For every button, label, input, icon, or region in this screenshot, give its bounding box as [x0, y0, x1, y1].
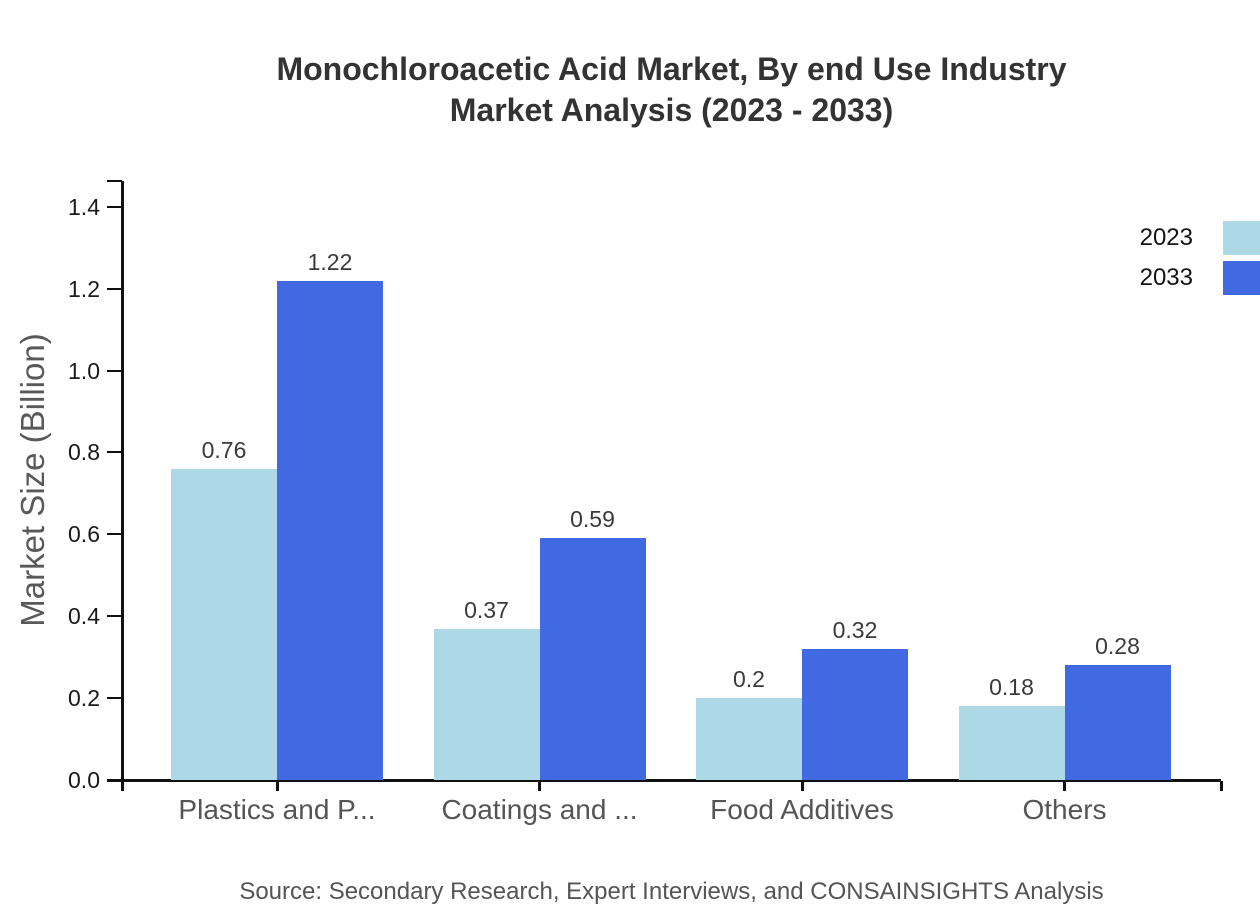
chart-title-line2: Market Analysis (2023 - 2033)	[449, 92, 894, 128]
y-tick-label: 1.0	[68, 357, 100, 384]
bar-value-label: 0.18	[989, 674, 1034, 701]
bar-value-label: 0.28	[1095, 633, 1140, 660]
y-tick	[107, 287, 122, 290]
bar-2033-3	[802, 648, 908, 780]
y-tick	[107, 205, 122, 208]
y-tick-label: 0.0	[68, 767, 100, 793]
y-axis-line	[120, 181, 124, 791]
y-tick	[107, 615, 122, 618]
legend-item-2023: 2023	[1140, 221, 1260, 255]
plot-area: 0.0 0.2 0.4 0.6 0.8 1.0 1.2 1.4 Plastics and P..…	[68, 180, 1223, 825]
bar-2023-4	[958, 706, 1065, 780]
y-tick	[107, 451, 122, 454]
x-axis-line	[107, 778, 1221, 782]
y-tick-label: 1.4	[68, 193, 100, 220]
y-tick	[107, 779, 122, 781]
bar-2023-2	[433, 628, 540, 780]
legend: 2023 2033	[1140, 221, 1260, 301]
x-tick	[275, 781, 279, 791]
x-category-label: Food Additives	[710, 794, 894, 825]
x-category-label: Plastics and P...	[178, 794, 376, 825]
legend-item-2033: 2033	[1140, 261, 1260, 295]
bar-value-label: 0.59	[570, 506, 615, 533]
bar-2023-3	[696, 698, 802, 780]
legend-label: 2033	[1139, 264, 1193, 291]
bar-value-label: 0.32	[832, 616, 878, 643]
y-tick	[107, 369, 122, 372]
bar-value-label: 1.22	[307, 248, 353, 275]
y-tick-label: 0.8	[68, 439, 100, 466]
x-axis-right-cap	[1219, 781, 1223, 791]
source-note: Source: Secondary Research, Expert Inter…	[239, 878, 1104, 905]
bar-value-label: 0.76	[201, 436, 247, 463]
y-tick	[107, 697, 122, 700]
legend-swatch	[1223, 221, 1260, 255]
y-tick	[107, 533, 122, 536]
x-tick	[1063, 781, 1066, 791]
legend-label: 2023	[1139, 224, 1193, 251]
y-tick-label: 1.2	[68, 275, 100, 302]
x-category-label: Others	[1022, 794, 1107, 825]
x-category-label: Coatings and ...	[441, 794, 638, 825]
x-tick	[538, 781, 541, 791]
y-tick-label: 0.6	[68, 521, 100, 548]
bar-2033-2	[539, 538, 646, 780]
x-tick	[800, 781, 804, 791]
bar-2033-1	[277, 280, 383, 780]
bar-2023-1	[171, 468, 277, 780]
legend-swatch	[1223, 261, 1260, 295]
y-axis-top-cap	[107, 180, 122, 182]
y-tick-label: 0.2	[68, 685, 100, 712]
bar-2033-4	[1064, 665, 1171, 780]
y-tick-label: 0.4	[68, 603, 100, 630]
bar-value-label: 0.37	[464, 596, 509, 623]
chart-title-line1: Monochloroacetic Acid Market, By end Use…	[276, 51, 1067, 87]
chart-title: Monochloroacetic Acid Market, By end Use…	[122, 49, 1221, 131]
bar-value-label: 0.2	[733, 666, 765, 693]
